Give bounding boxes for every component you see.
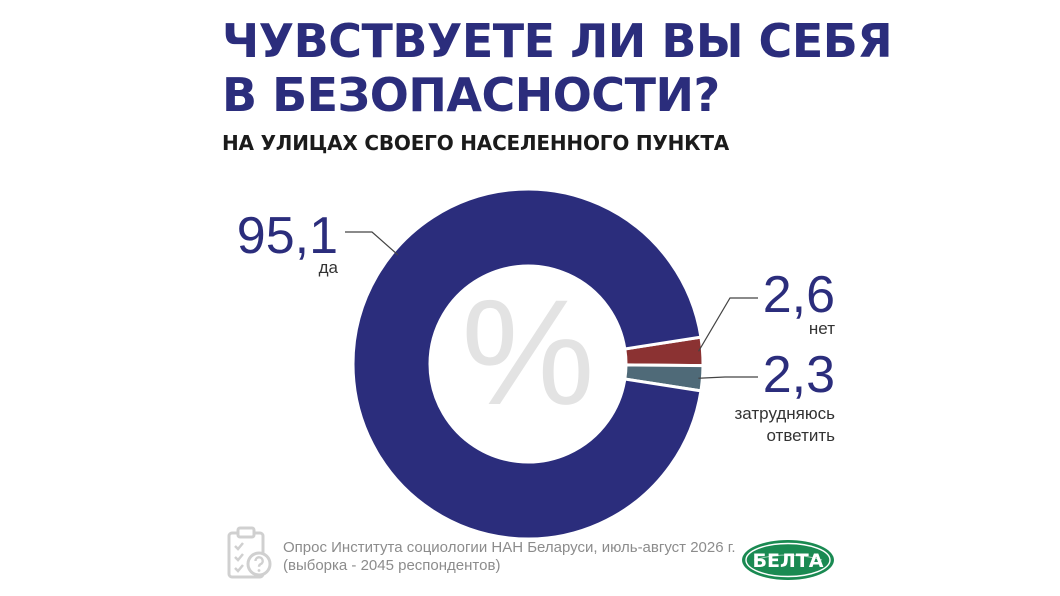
category-label-2-line-2: ответить [766, 426, 835, 445]
leader-line-0 [345, 231, 399, 256]
center-percent-symbol: % [461, 268, 594, 436]
belta-logo: БЕЛТА [742, 540, 834, 580]
chart-title: ЧУВСТВУЕТЕ ЛИ ВЫ СЕБЯ В БЕЗОПАСНОСТИ? [222, 14, 893, 122]
chart-subtitle: НА УЛИЦАХ СВОЕГО НАСЕЛЕННОГО ПУНКТА [222, 131, 730, 155]
logo-wordmark: БЕЛТА [753, 550, 824, 572]
category-label-1: нет [809, 319, 835, 338]
title-line-1: ЧУВСТВУЕТЕ ЛИ ВЫ СЕБЯ [222, 14, 893, 68]
footer: Опрос Института социологии НАН Беларуси,… [225, 526, 845, 582]
leader-line-1 [698, 297, 758, 352]
source-line-2: (выборка - 2045 респондентов) [283, 557, 501, 574]
source-note: Опрос Института социологии НАН Беларуси,… [283, 539, 736, 575]
clipboard-question-icon [227, 526, 272, 579]
slice-0 [351, 187, 703, 541]
source-line-1: Опрос Института социологии НАН Беларуси,… [283, 539, 736, 556]
value-label-2: 2,3 [763, 346, 835, 404]
title-line-2: В БЕЗОПАСНОСТИ? [222, 68, 720, 122]
category-label-0: да [319, 258, 339, 277]
category-label-2-line-1: затрудняюсь [735, 404, 836, 423]
leader-line-2 [698, 376, 758, 379]
value-label-0: 95,1 [237, 207, 338, 265]
value-label-1: 2,6 [763, 266, 835, 324]
